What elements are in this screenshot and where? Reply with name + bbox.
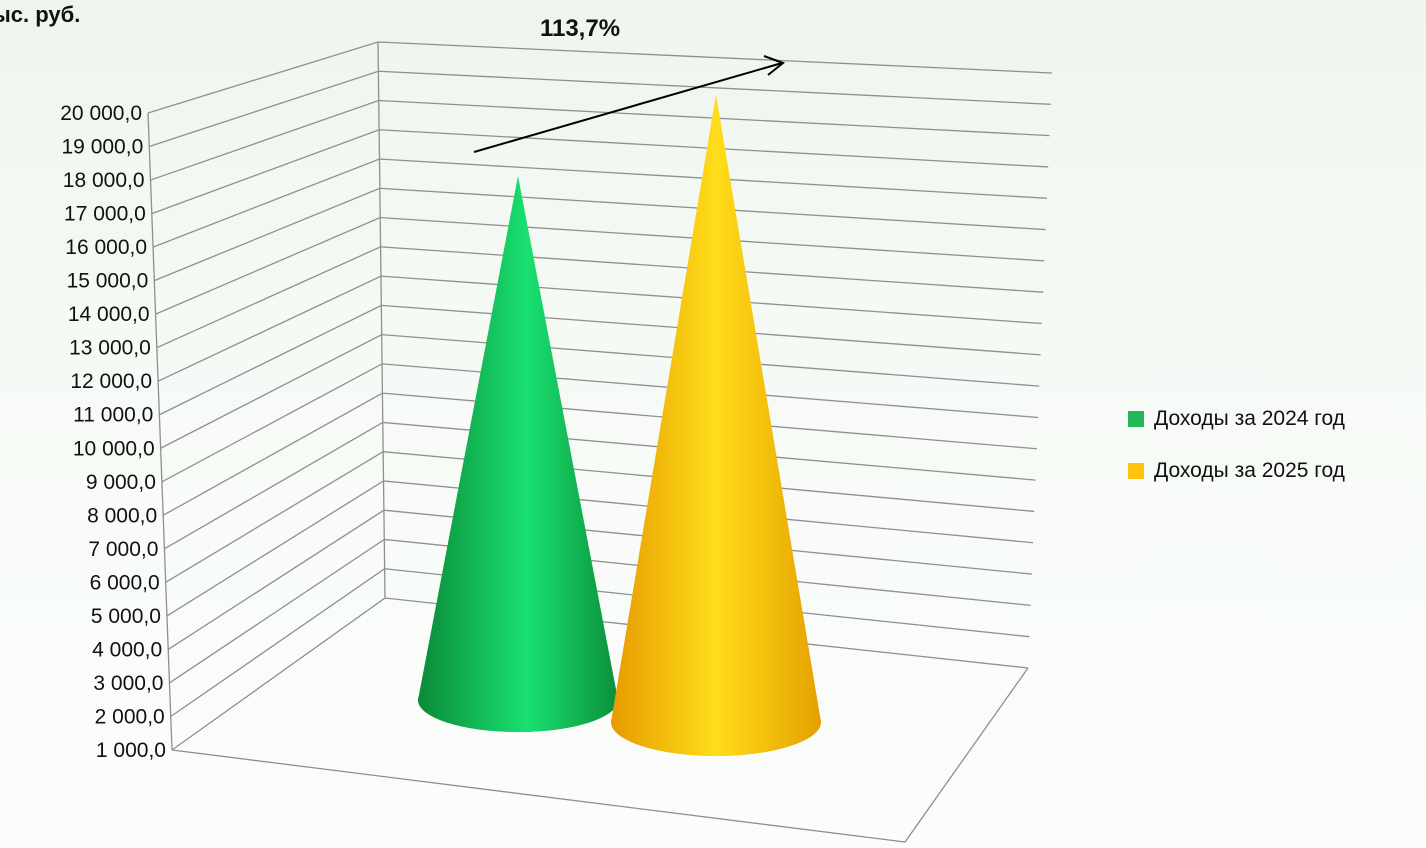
gridline [152,158,1047,248]
unit-label: ыс. руб. [0,2,81,27]
trend-arrow [473,62,783,153]
gridline [159,304,1041,416]
y-tick-label: 2 000,0 [95,705,165,728]
gridline [150,99,1050,181]
cone-2024 [418,176,618,733]
back-wall-edge [377,41,386,599]
y-tick-label: 14 000,0 [68,303,150,326]
legend-item-2025: Доходы за 2025 год [1128,454,1345,488]
gridline [160,333,1040,449]
y-tick-label: 19 000,0 [62,136,144,159]
legend: Доходы за 2024 год Доходы за 2025 год [1128,402,1345,506]
y-tick-label: 1 000,0 [96,739,166,762]
y-tick-label: 13 000,0 [69,337,151,360]
legend-label-2025: Доходы за 2025 год [1154,459,1345,482]
cone-2025 [611,94,821,756]
y-tick-label: 17 000,0 [64,203,146,226]
y-tick-label: 15 000,0 [67,270,149,293]
legend-swatch-2024 [1128,411,1144,427]
y-tick-label: 12 000,0 [70,370,152,393]
y-tick-label: 11 000,0 [73,404,153,427]
y-tick-label: 4 000,0 [92,638,162,661]
growth-annotation: 113,7% [540,15,620,42]
legend-item-2024: Доходы за 2024 год [1128,402,1345,436]
y-tick-label: 20 000,0 [60,102,142,125]
y-tick-label: 8 000,0 [87,504,157,527]
gridline [165,451,1035,583]
gridline [155,216,1045,315]
y-tick-label: 3 000,0 [93,672,163,695]
y-tick-label: 10 000,0 [73,437,155,460]
y-tick-label: 6 000,0 [90,571,160,594]
gridline [166,480,1034,617]
gridline [149,70,1051,148]
floor-edge [171,667,1029,843]
y-tick-label: 18 000,0 [63,169,145,192]
y-axis-line [147,112,173,751]
y-tick-label: 5 000,0 [91,605,161,628]
y-tick-label: 16 000,0 [65,236,147,259]
y-tick-label: 7 000,0 [88,538,158,561]
gridline [161,363,1039,483]
trend-arrowhead [763,55,786,76]
gridline [157,275,1042,382]
y-tick-label: 9 000,0 [86,471,156,494]
gridline [154,187,1046,282]
gridline [156,246,1044,349]
legend-label-2024: Доходы за 2024 год [1154,407,1345,430]
legend-swatch-2025 [1128,463,1144,479]
